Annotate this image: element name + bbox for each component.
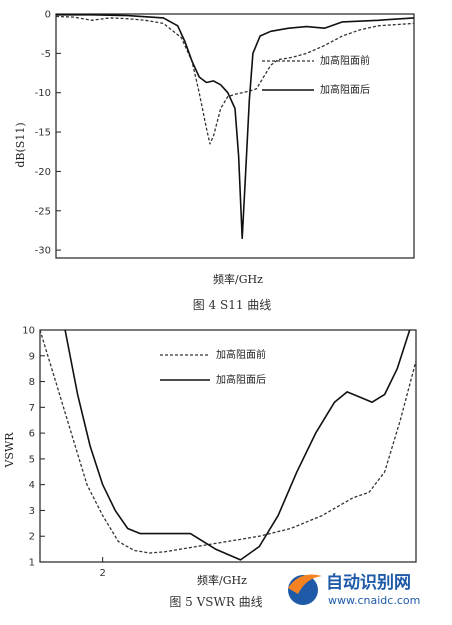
vswr-caption: 图 5 VSWR 曲线	[169, 595, 262, 609]
vswr-y-tick-label: 1	[29, 558, 35, 569]
s11-y-axis-title: dB(S11)	[14, 122, 27, 167]
vswr-plot-frame	[39, 329, 417, 563]
vswr-legend-label-before: 加高阻面前	[216, 348, 266, 361]
s11-legend-label-after: 加高阻面后	[320, 83, 370, 96]
s11-y-tick-label: -10	[35, 88, 51, 99]
s11-x-axis-title: 频率/GHz	[213, 272, 263, 286]
logo-url: www.cnaidc.com	[328, 594, 420, 607]
vswr-series-line-before	[39, 329, 417, 554]
vswr-y-tick-label: 6	[29, 429, 35, 440]
s11-y-tick-label: -5	[41, 49, 51, 60]
vswr-series-line-after	[64, 329, 411, 561]
s11-series-group	[55, 14, 415, 240]
s11-chart: 0 -5 -10 -15 -20 -25 -30 加高阻面前 加高阻面后 dB(S11) 频…	[14, 10, 415, 312]
s11-legend-label-before: 加高阻面前	[320, 54, 370, 67]
vswr-y-tick-label: 2	[29, 532, 35, 543]
vswr-y-tick-label: 3	[29, 506, 35, 517]
s11-y-tick-label: -30	[35, 246, 51, 257]
vswr-y-axis-title: VSWR	[3, 432, 16, 469]
vswr-legend: 加高阻面前 加高阻面后	[160, 348, 266, 386]
vswr-y-axis: 1 2 3 4 5 6 7 8 9 10	[22, 326, 45, 569]
vswr-series-group	[39, 329, 417, 561]
vswr-y-tick-label: 10	[22, 326, 35, 337]
logo-title: 自动识别网	[326, 572, 411, 593]
s11-legend: 加高阻面前 加高阻面后	[262, 54, 370, 96]
vswr-y-tick-label: 7	[29, 403, 35, 414]
s11-y-tick-label: -15	[35, 128, 51, 139]
vswr-y-tick-label: 9	[29, 351, 35, 362]
s11-y-tick-label: -20	[35, 167, 51, 178]
s11-plot-frame	[55, 13, 415, 259]
logo-swoosh-icon	[288, 574, 322, 594]
s11-y-tick-label: -25	[35, 206, 51, 217]
vswr-y-tick-label: 5	[29, 454, 35, 465]
s11-series-line-before	[55, 15, 415, 145]
vswr-y-tick-label: 4	[29, 480, 35, 491]
site-logo: 自动识别网 www.cnaidc.com	[288, 572, 420, 607]
vswr-legend-label-after: 加高阻面后	[216, 373, 266, 386]
s11-y-axis: 0 -5 -10 -15 -20 -25 -30	[35, 10, 61, 257]
vswr-x-axis-title: 频率/GHz	[197, 573, 247, 587]
s11-caption: 图 4 S11 曲线	[193, 298, 272, 312]
s11-y-tick-label: 0	[45, 10, 51, 21]
vswr-x-axis: 2	[99, 557, 106, 579]
vswr-x-tick-label: 2	[99, 568, 105, 579]
s11-series-line-after	[56, 14, 415, 240]
vswr-chart: 1 2 3 4 5 6 7 8 9 10 2 加高阻面前 加高阻面后 VSWR 频率/GHz 图 …	[3, 326, 417, 609]
vswr-y-tick-label: 8	[29, 377, 35, 388]
